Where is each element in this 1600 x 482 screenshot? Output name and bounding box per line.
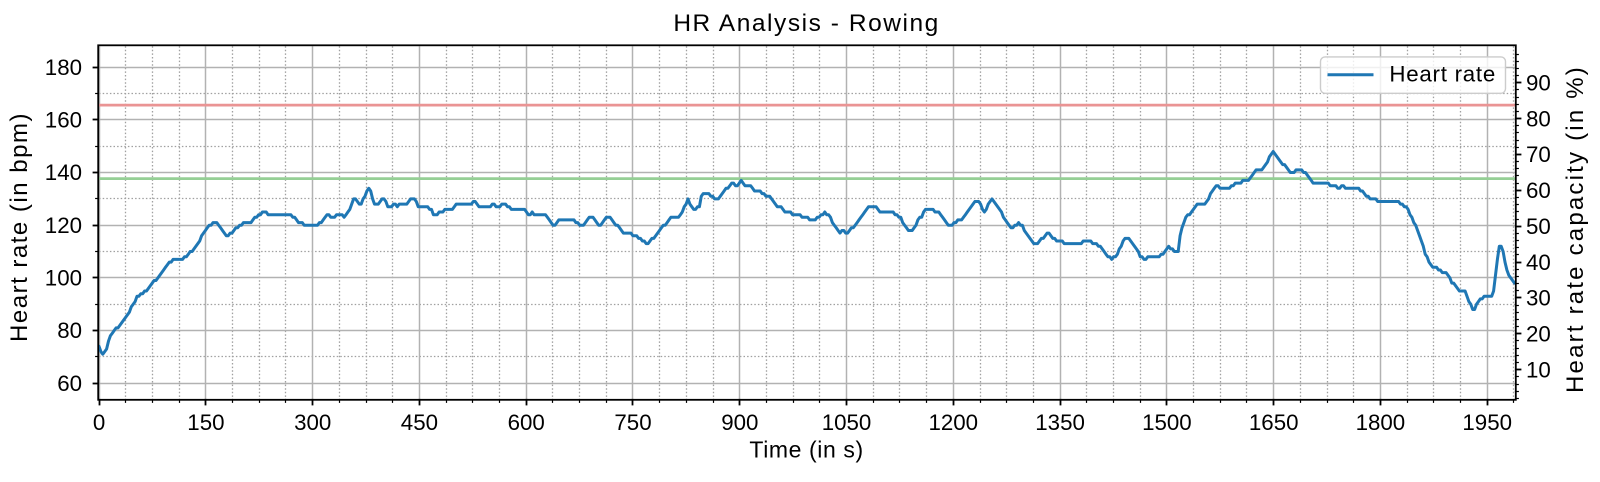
svg-text:60: 60 xyxy=(57,371,82,396)
svg-text:Time (in s): Time (in s) xyxy=(749,437,863,463)
svg-text:30: 30 xyxy=(1526,286,1551,311)
svg-text:1050: 1050 xyxy=(822,410,872,435)
svg-text:HR Analysis - Rowing: HR Analysis - Rowing xyxy=(673,10,940,37)
svg-text:40: 40 xyxy=(1526,250,1551,275)
svg-text:180: 180 xyxy=(45,55,82,80)
svg-text:100: 100 xyxy=(45,266,82,291)
svg-text:1200: 1200 xyxy=(928,410,978,435)
svg-text:Heart rate (in bpm): Heart rate (in bpm) xyxy=(6,112,33,342)
svg-text:1500: 1500 xyxy=(1142,410,1192,435)
svg-text:80: 80 xyxy=(57,318,82,343)
svg-text:20: 20 xyxy=(1526,322,1551,347)
svg-text:450: 450 xyxy=(401,410,438,435)
svg-text:750: 750 xyxy=(614,410,651,435)
svg-text:1650: 1650 xyxy=(1249,410,1299,435)
svg-text:1950: 1950 xyxy=(1462,410,1512,435)
svg-text:10: 10 xyxy=(1526,357,1551,382)
svg-text:60: 60 xyxy=(1526,178,1551,203)
svg-text:90: 90 xyxy=(1526,70,1551,95)
svg-text:0: 0 xyxy=(93,410,105,435)
svg-text:600: 600 xyxy=(508,410,545,435)
svg-text:1350: 1350 xyxy=(1035,410,1085,435)
svg-text:900: 900 xyxy=(721,410,758,435)
svg-text:Heart rate capacity (in %): Heart rate capacity (in %) xyxy=(1562,65,1589,393)
svg-text:Heart rate: Heart rate xyxy=(1389,62,1496,87)
svg-text:160: 160 xyxy=(45,108,82,133)
svg-text:80: 80 xyxy=(1526,106,1551,131)
svg-text:300: 300 xyxy=(294,410,331,435)
svg-text:120: 120 xyxy=(45,213,82,238)
svg-text:150: 150 xyxy=(187,410,224,435)
svg-text:50: 50 xyxy=(1526,214,1551,239)
svg-text:140: 140 xyxy=(45,160,82,185)
svg-text:1800: 1800 xyxy=(1356,410,1406,435)
svg-text:70: 70 xyxy=(1526,142,1551,167)
